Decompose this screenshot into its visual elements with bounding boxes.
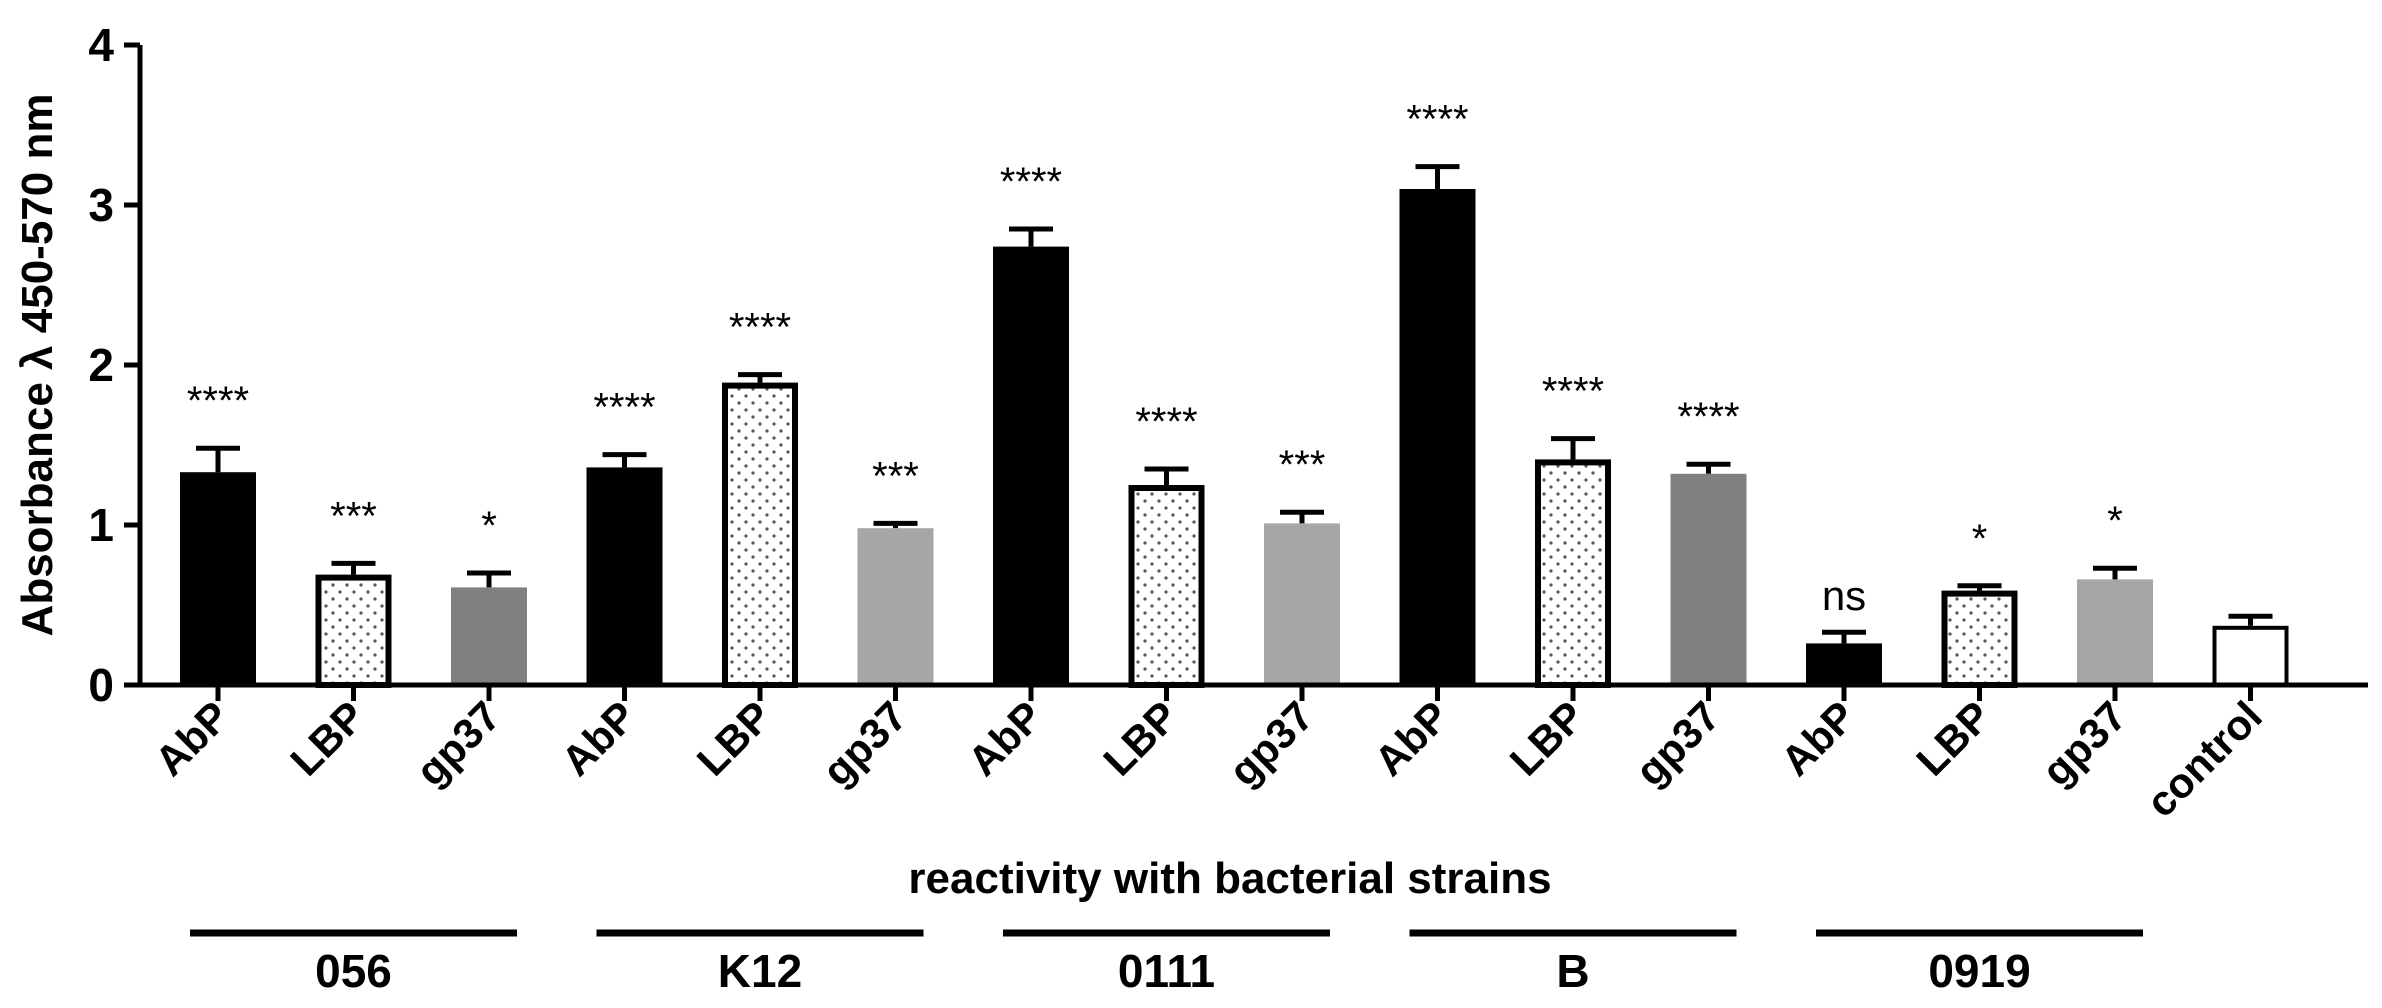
bar (722, 382, 798, 688)
category-label: AbP (1365, 692, 1458, 785)
bar (1535, 459, 1611, 688)
significance-label: **** (729, 306, 791, 350)
y-axis: 0 1 2 3 4 (88, 19, 143, 711)
x-axis-title: reactivity with bacterial strains (908, 854, 1551, 903)
bar (315, 574, 392, 688)
significance-label: **** (1542, 370, 1604, 414)
group-label: 056 (315, 945, 392, 997)
group-label: K12 (718, 945, 802, 997)
y-axis-title: Absorbance λ 450-570 nm (13, 94, 62, 637)
strain-groups: 056 K12 0111 B 0919 (190, 929, 2143, 997)
category-label: AbP (552, 692, 645, 785)
bars-layer: ******* *********************************… (180, 98, 2289, 688)
bar (1670, 473, 1747, 685)
significance-label: **** (1000, 160, 1062, 204)
significance-label: **** (1406, 98, 1468, 142)
bar (1399, 189, 1476, 685)
y-tick-label: 1 (88, 499, 114, 551)
significance-label: * (2107, 499, 2123, 543)
y-tick-label: 3 (88, 179, 114, 231)
significance-label: *** (330, 494, 377, 538)
bar (586, 467, 663, 685)
category-label: control (2137, 692, 2271, 826)
category-label: LBP (1094, 692, 1187, 785)
bar (1806, 643, 1882, 685)
category-label: LBP (1907, 692, 2000, 785)
significance-label: *** (1279, 443, 1326, 487)
y-tick-label: 4 (88, 19, 114, 71)
significance-label: ns (1822, 572, 1866, 619)
bar (993, 246, 1069, 685)
bar (451, 587, 527, 685)
bar (2212, 625, 2289, 687)
bar (1264, 523, 1340, 685)
significance-label: * (481, 504, 497, 548)
bar (1941, 590, 2018, 688)
category-label: gp37 (407, 692, 510, 795)
significance-label: *** (872, 454, 919, 498)
group-label: B (1556, 945, 1589, 997)
group-label: 0919 (1928, 945, 2030, 997)
category-label: LBP (688, 692, 781, 785)
group-label: 0111 (1118, 945, 1215, 997)
category-label: AbP (959, 692, 1052, 785)
significance-label: **** (187, 379, 249, 423)
category-label: gp37 (1220, 692, 1323, 795)
category-label: AbP (146, 692, 239, 785)
bar (180, 472, 256, 685)
significance-label: **** (593, 386, 655, 430)
y-tick-label: 2 (88, 339, 114, 391)
category-label: LBP (1501, 692, 1594, 785)
significance-label: **** (1135, 400, 1197, 444)
category-label: gp37 (2033, 692, 2136, 795)
bar (857, 528, 934, 685)
y-tick-label: 0 (88, 659, 114, 711)
bar (1128, 485, 1205, 688)
x-axis: AbP LBP gp37 AbP LBP gp37 AbP LBP gp37 AbP LBP gp37… (137, 682, 2368, 826)
category-label: gp37 (813, 692, 916, 795)
category-label: gp37 (1626, 692, 1729, 795)
bar (2077, 579, 2153, 685)
category-label: LBP (281, 692, 374, 785)
category-label: AbP (1772, 692, 1865, 785)
significance-label: **** (1677, 395, 1739, 439)
significance-label: * (1972, 517, 1988, 561)
